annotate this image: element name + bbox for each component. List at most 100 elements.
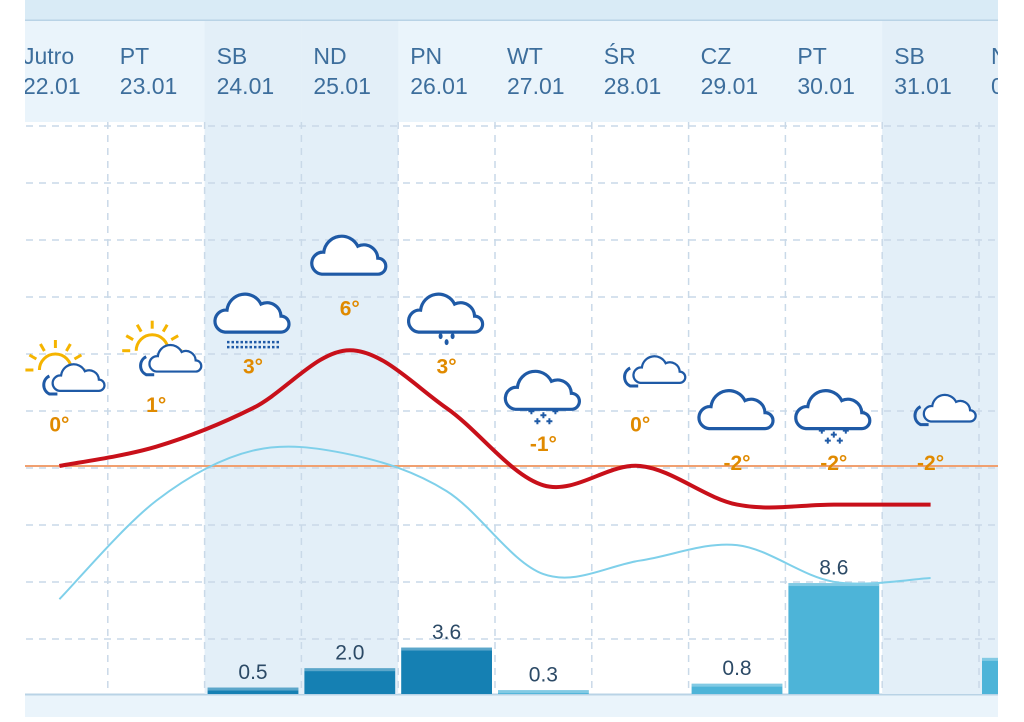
icon-cloud: [51, 363, 106, 392]
icon-cloud-small: [913, 405, 929, 427]
precip-bar-top: [691, 683, 783, 687]
column-shade: [301, 122, 399, 694]
day-name: ND: [313, 43, 346, 69]
icon-flake: [546, 418, 553, 425]
precip-bar-top: [304, 668, 396, 672]
temperature-label: 1°: [146, 394, 166, 417]
day-name: ŚR: [604, 42, 636, 69]
day-name: CZ: [701, 43, 732, 69]
icon-ray: [135, 323, 143, 333]
temperature-label: 0°: [49, 414, 69, 437]
precip-label: 8.6: [819, 557, 848, 580]
icon-cloud: [148, 343, 203, 373]
icon-flake: [824, 437, 831, 444]
day-date: 01.02: [991, 73, 1024, 99]
temperature-label: 6°: [340, 298, 360, 321]
precip-label: 0.8: [722, 657, 751, 680]
precip-bar-top: [498, 690, 589, 694]
icon-flake: [534, 418, 541, 425]
icon-cloud: [310, 234, 388, 276]
day-name: PT: [797, 43, 826, 69]
precip-label: 3.6: [432, 621, 461, 644]
precip-bar: [691, 683, 783, 694]
icon-cloud-small: [139, 355, 155, 377]
precip-bar-top: [401, 647, 492, 651]
temperature-label: 3°: [437, 356, 457, 379]
icon-flake: [552, 408, 559, 415]
precip-bar: [401, 647, 492, 694]
day-date: 27.01: [507, 73, 565, 99]
header-shade: [882, 21, 979, 122]
precip-bar: [982, 657, 998, 694]
header-shade: [204, 21, 302, 122]
precip-label: 0.3: [529, 664, 558, 687]
precip-label: 2.0: [335, 642, 364, 665]
precip-bar: [207, 687, 299, 694]
day-date: 29.01: [701, 73, 759, 99]
precip-bar: [498, 690, 589, 694]
temperature-label: -1°: [530, 433, 557, 456]
temperature-line: [59, 348, 931, 510]
top-strip: [25, 0, 998, 20]
icon-cloud: [922, 393, 977, 423]
day-name: SB: [894, 43, 925, 69]
icon-cloud: [213, 292, 291, 334]
icon-ray: [39, 343, 46, 352]
day-name: WT: [507, 43, 543, 69]
day-name: PT: [120, 43, 149, 69]
icon-cloud: [406, 292, 485, 334]
temperature-label: -2°: [723, 452, 750, 475]
icon-ray: [28, 353, 38, 361]
icon-cloud-small: [42, 374, 58, 396]
icon-drop: [450, 333, 455, 340]
icon-flake: [836, 437, 843, 444]
day-name: Jutro: [23, 43, 74, 69]
precip-bar-top: [207, 687, 299, 691]
day-name: ND: [991, 43, 1024, 69]
icon-cloud: [632, 355, 687, 384]
icon-flake: [540, 412, 547, 419]
precip-bar: [304, 668, 396, 694]
icon-cloud: [697, 389, 775, 431]
day-date: 26.01: [410, 73, 468, 99]
icon-cloud: [794, 389, 872, 431]
icon-cloud: [503, 369, 581, 411]
precip-label: 0.5: [238, 661, 267, 684]
day-name: PN: [410, 43, 442, 69]
day-date: 31.01: [894, 73, 952, 99]
header-shade: [979, 21, 998, 122]
icon-flake: [528, 408, 535, 415]
precip-bar-top: [788, 583, 880, 587]
header-shade: [301, 21, 399, 122]
icon-flake: [830, 431, 837, 438]
day-date: 30.01: [797, 73, 855, 99]
precip-bar: [788, 583, 880, 694]
precip-label: 2.8: [1013, 631, 1024, 654]
temperature-label: 0°: [630, 414, 650, 437]
icon-ray: [170, 334, 179, 341]
bottom-strip: [25, 694, 998, 717]
day-name: SB: [217, 43, 248, 69]
day-date: 28.01: [604, 73, 662, 99]
icon-ray: [65, 343, 72, 352]
icon-ray: [125, 334, 134, 341]
temperature-label: -2°: [820, 452, 847, 475]
column-shade: [979, 122, 998, 694]
day-date: 23.01: [120, 73, 178, 99]
day-date: 22.01: [23, 73, 81, 99]
icon-ray: [73, 353, 83, 361]
temperature-label: 3°: [243, 356, 263, 379]
icon-ray: [161, 323, 169, 333]
day-date: 25.01: [313, 73, 371, 99]
icon-drop: [438, 333, 443, 340]
icon-drop: [444, 339, 449, 346]
icon-flake: [842, 427, 849, 434]
day-date: 24.01: [217, 73, 275, 99]
header-bg: [25, 21, 998, 122]
icon-cloud-small: [623, 366, 639, 388]
temperature-label: -2°: [917, 452, 944, 475]
precip-bar-top: [982, 657, 998, 661]
icon-flake: [818, 427, 825, 434]
